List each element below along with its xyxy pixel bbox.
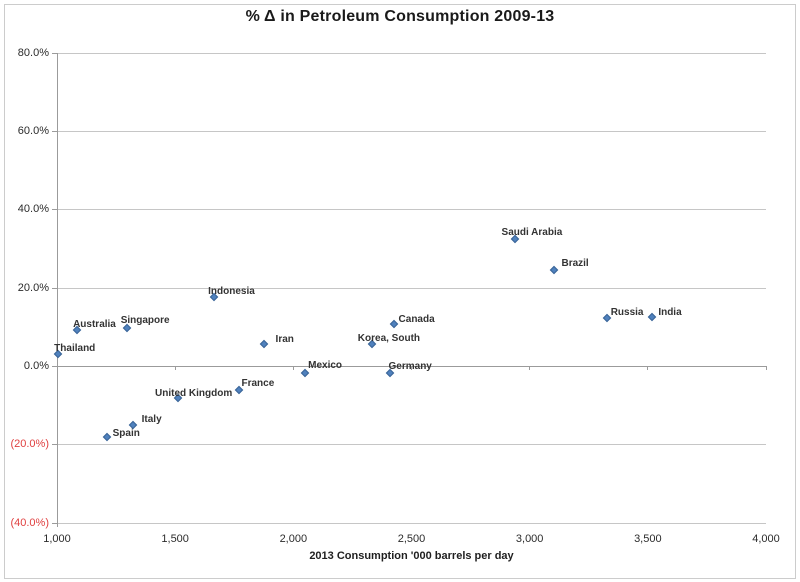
x-axis-tick [765, 366, 767, 371]
y-tick-label: 20.0% [17, 281, 49, 294]
data-point-label: United Kingdom [155, 387, 233, 399]
y-gridline [57, 522, 766, 524]
x-axis-tick [411, 366, 412, 371]
y-tick-label: (40.0%) [10, 516, 49, 529]
y-axis-tick [52, 130, 57, 132]
data-point-label: Indonesia [208, 285, 255, 297]
x-axis-tick [529, 366, 531, 371]
x-axis-tick [174, 366, 176, 371]
data-point-label: Spain [112, 427, 140, 439]
x-tick-label: 3,500 [634, 533, 662, 545]
x-axis-tick [647, 366, 649, 371]
data-point-label: Canada [398, 313, 435, 325]
y-axis-line [56, 53, 58, 527]
y-axis-tick [52, 287, 57, 289]
y-tick-label: 0.0% [23, 359, 49, 372]
data-point-label: Thailand [54, 343, 96, 355]
x-tick-label: 2,500 [397, 533, 426, 545]
x-tick-label: 1,500 [161, 533, 189, 545]
y-gridline [57, 444, 766, 446]
y-gridline [57, 209, 766, 211]
data-point-label: Singapore [120, 315, 170, 327]
y-gridline [57, 287, 766, 289]
chart-border [4, 4, 796, 579]
data-point-label: Mexico [308, 360, 343, 372]
data-point-label: Saudi Arabia [501, 227, 563, 239]
y-axis-tick [52, 444, 57, 446]
data-point-label: Germany [388, 360, 432, 372]
x-tick-label: 4,000 [752, 533, 780, 545]
y-tick-label: 40.0% [17, 203, 49, 216]
x-tick-label: 2,000 [279, 533, 308, 545]
y-axis-tick [52, 52, 57, 54]
data-point-label: France [241, 378, 275, 390]
y-tick-label: 80.0% [17, 46, 49, 59]
y-axis-tick [52, 522, 57, 524]
data-point-label: Iran [275, 334, 294, 346]
x-axis-tick [292, 366, 294, 371]
data-point-label: India [658, 306, 682, 318]
x-tick-label: 3,000 [515, 533, 544, 545]
y-gridline [57, 52, 766, 54]
data-point-label: Australia [73, 318, 116, 330]
x-axis-title: 2013 Consumption '000 barrels per day [309, 550, 514, 562]
chart-title: % Δ in Petroleum Consumption 2009-13 [245, 8, 555, 25]
data-point-label: Brazil [561, 258, 589, 270]
x-tick-label: 1,000 [43, 533, 71, 545]
y-tick-label: (20.0%) [10, 438, 49, 451]
data-point-label: Italy [141, 413, 162, 425]
y-tick-label: 60.0% [17, 124, 49, 137]
data-point-label: Russia [610, 307, 644, 319]
data-point-label: Korea, South [357, 332, 421, 344]
y-axis-tick [52, 209, 57, 211]
y-gridline [57, 130, 766, 132]
y-axis-tick [52, 365, 57, 367]
